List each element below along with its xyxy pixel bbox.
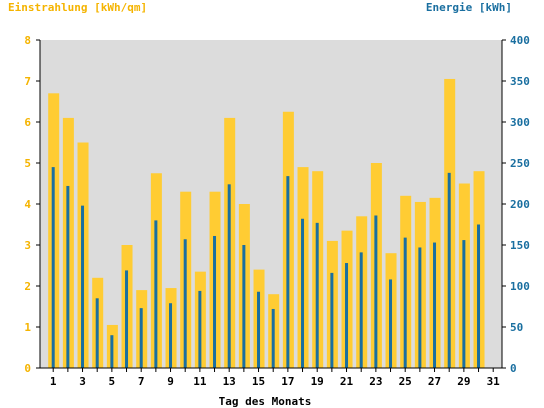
energy-bar-day-3: [81, 205, 85, 368]
energy-bar-day-27: [433, 242, 437, 368]
right-tick-label: 0: [510, 362, 517, 375]
right-tick-label: 300: [510, 116, 530, 129]
energy-bar-day-22: [359, 252, 363, 368]
energy-bar-day-30: [477, 224, 481, 368]
x-tick-label: 27: [428, 375, 441, 388]
energy-bar-day-12: [213, 235, 217, 368]
right-tick-label: 200: [510, 198, 530, 211]
energy-bar-day-13: [227, 184, 231, 368]
energy-bar-day-11: [198, 290, 202, 368]
energy-bar-day-1: [51, 167, 55, 368]
x-tick-label: 31: [487, 375, 501, 388]
energy-bar-day-23: [374, 215, 378, 368]
energy-bar-day-15: [257, 291, 261, 368]
x-tick-label: 19: [311, 375, 324, 388]
right-tick-label: 150: [510, 239, 530, 252]
energy-bar-day-20: [330, 272, 334, 368]
right-axis-title: Energie [kWh]: [426, 1, 512, 14]
right-tick-label: 50: [510, 321, 523, 334]
x-tick-label: 15: [252, 375, 265, 388]
x-tick-label: 13: [223, 375, 236, 388]
energy-bar-day-7: [139, 308, 143, 368]
energy-bar-day-17: [286, 176, 290, 368]
left-tick-label: 8: [24, 34, 31, 47]
x-tick-label: 17: [281, 375, 294, 388]
right-tick-label: 250: [510, 157, 530, 170]
x-tick-label: 21: [340, 375, 354, 388]
left-axis-title: Einstrahlung [kWh/qm]: [8, 1, 147, 14]
energy-bars: [51, 167, 481, 368]
left-tick-label: 2: [24, 280, 31, 293]
left-tick-label: 7: [24, 75, 31, 88]
energy-bar-day-5: [110, 335, 114, 368]
energy-bar-day-8: [154, 220, 158, 368]
x-tick-label: 3: [79, 375, 86, 388]
left-tick-label: 0: [24, 362, 31, 375]
left-tick-label: 4: [24, 198, 31, 211]
energy-bar-day-2: [66, 185, 70, 368]
energy-bar-day-25: [403, 237, 407, 368]
x-tick-label: 5: [109, 375, 116, 388]
energy-bar-day-28: [447, 172, 451, 368]
energy-bar-day-24: [389, 279, 393, 368]
energy-bar-day-18: [301, 218, 305, 368]
energy-bar-day-6: [125, 270, 129, 368]
x-tick-label: 1: [50, 375, 57, 388]
left-tick-label: 3: [24, 239, 31, 252]
energy-bar-day-21: [345, 263, 349, 368]
left-axis-ticks: 0 1 2 3 4 5 6 7 8: [24, 34, 40, 375]
right-tick-label: 350: [510, 75, 530, 88]
energy-bar-day-29: [462, 240, 466, 368]
x-tick-label: 25: [399, 375, 412, 388]
right-tick-label: 400: [510, 34, 530, 47]
energy-bar-day-4: [95, 298, 99, 368]
energy-bar-day-9: [169, 303, 173, 368]
energy-bar-day-14: [242, 245, 246, 368]
x-tick-label: 23: [369, 375, 382, 388]
left-tick-label: 1: [24, 321, 31, 334]
energy-bar-day-10: [183, 239, 187, 368]
x-axis-title: Tag des Monats: [219, 395, 312, 408]
left-tick-label: 5: [24, 157, 31, 170]
x-axis-ticks: 1 3 5 7 9 11 13 15 17 19 21 23 25 27 29 31: [50, 368, 500, 388]
energy-bar-day-19: [315, 222, 319, 368]
x-tick-label: 29: [457, 375, 470, 388]
x-tick-label: 9: [167, 375, 174, 388]
x-tick-label: 11: [193, 375, 207, 388]
x-tick-label: 7: [138, 375, 145, 388]
right-axis-ticks: 0 50 100 150 200 250 300 350 400: [502, 34, 530, 375]
energy-bar-day-16: [271, 308, 275, 368]
left-tick-label: 6: [24, 116, 31, 129]
right-tick-label: 100: [510, 280, 530, 293]
energy-bar-day-26: [418, 247, 422, 368]
